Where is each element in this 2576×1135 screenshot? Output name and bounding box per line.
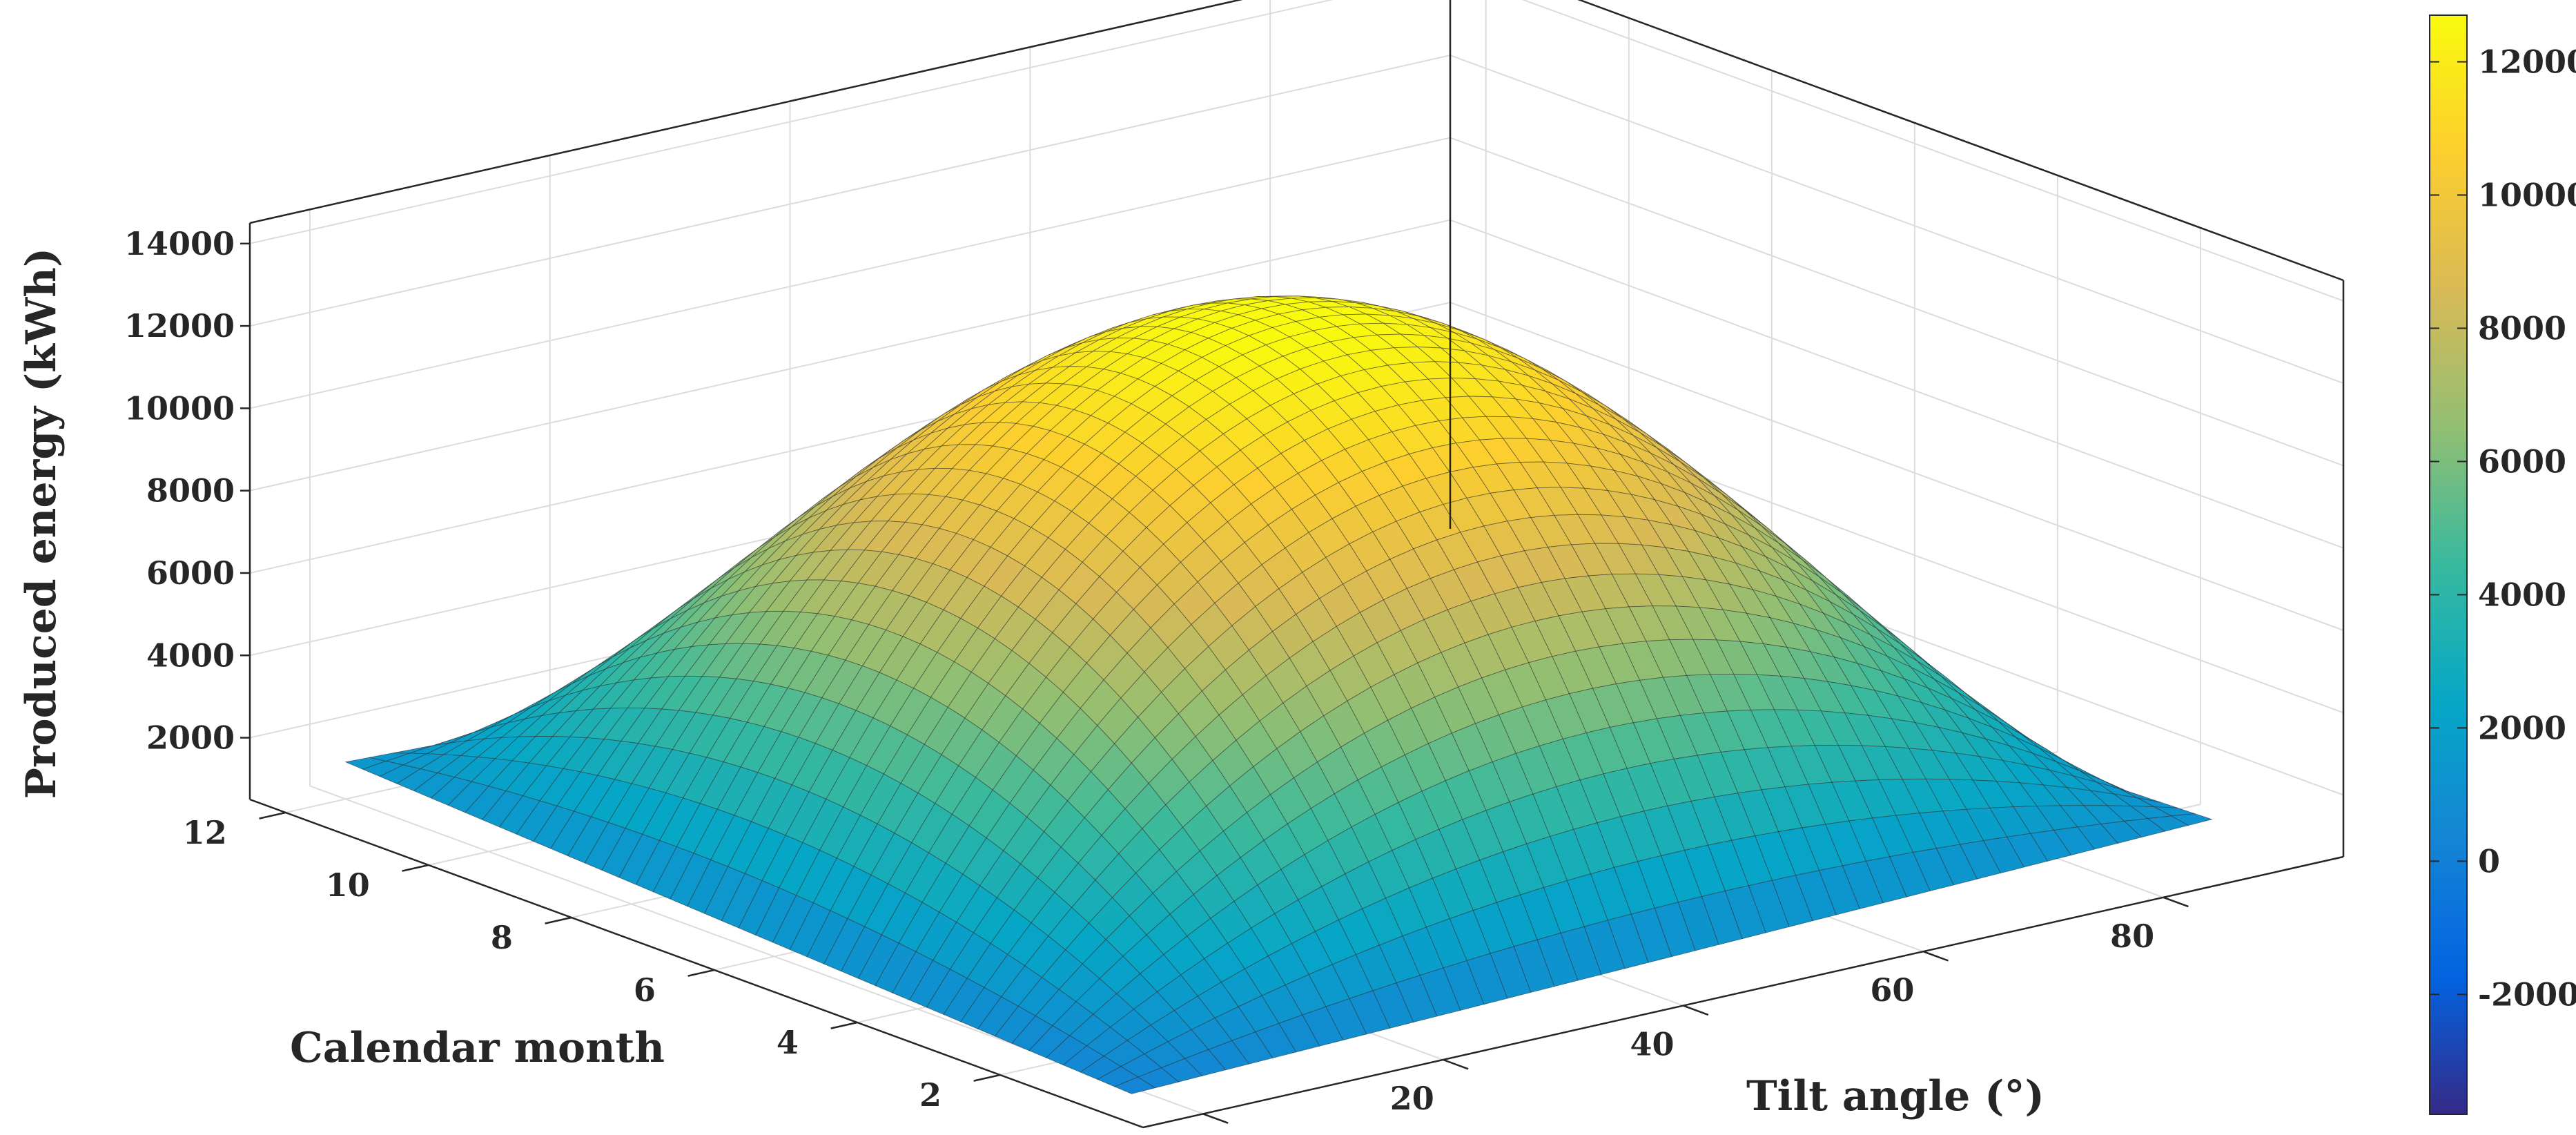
y-tick-label: 6 <box>634 971 656 1009</box>
colorbar-tick-label: 12000 <box>2478 43 2576 81</box>
axis-box-edge <box>249 798 1144 1129</box>
colorbar: 12000 10000 8000 6000 4000 2000 0 -2000 <box>2429 14 2576 1115</box>
axis-box-edge <box>1577 0 2344 282</box>
colorbar-tick-label: 4000 <box>2478 576 2566 613</box>
axis-box-edge <box>249 0 1243 224</box>
surface-plot <box>344 295 2214 1094</box>
grid-line <box>249 0 2344 302</box>
y-tick-label: 8 <box>491 919 513 956</box>
y-axis-label: Calendar month <box>290 1024 665 1072</box>
x-tick <box>1202 1113 1229 1124</box>
z-tick-label: 10000 <box>124 389 235 427</box>
y-tick-label: 2 <box>919 1076 941 1114</box>
x-tick <box>1922 951 1949 962</box>
y-tick <box>973 1074 1001 1082</box>
y-tick-label: 10 <box>326 866 370 904</box>
x-tick <box>1683 1005 1709 1016</box>
x-tick <box>2163 896 2189 908</box>
y-tick <box>830 1021 858 1029</box>
colorbar-tick-label: 10000 <box>2478 177 2576 214</box>
z-tick-label: 4000 <box>146 637 235 674</box>
z-tick-label: 14000 <box>124 225 235 262</box>
y-tick-label: 12 <box>183 814 227 851</box>
surface-patch <box>1113 1076 1156 1094</box>
colorbar-tick-label: 0 <box>2478 842 2500 880</box>
colorbar-tick-label: -2000 <box>2478 976 2576 1013</box>
z-tick-label: 12000 <box>124 307 235 345</box>
axis-box-edge <box>1142 855 2344 1129</box>
x-axis-label: Tilt angle (°) <box>1746 1072 2045 1121</box>
x-tick-label: 80 <box>2110 918 2154 955</box>
x-tick-label: 60 <box>1870 971 1914 1009</box>
x-tick-label: 40 <box>1630 1026 1675 1063</box>
axes: 0 20 40 60 80 2 4 6 8 10 12 2000 4000 6000 8000 10000 12… <box>124 0 2345 1135</box>
y-tick <box>402 864 429 872</box>
y-tick <box>545 916 572 924</box>
colorbar-tick-label: 6000 <box>2478 443 2566 480</box>
y-tick-label: 4 <box>777 1024 799 1061</box>
z-tick-label: 2000 <box>146 719 235 757</box>
z-tick-label: 8000 <box>146 472 235 510</box>
y-tick <box>687 969 715 977</box>
z-tick-label: 6000 <box>146 554 235 592</box>
z-axis-label: Produced energy (kWh) <box>17 248 66 799</box>
y-tick <box>259 811 286 819</box>
colorbar-tick-label: 8000 <box>2478 309 2566 347</box>
colorbar-tick-label: 2000 <box>2478 709 2566 746</box>
x-tick-label: 0 <box>1161 1134 1183 1135</box>
x-tick <box>1443 1058 1469 1070</box>
x-tick-label: 20 <box>1390 1080 1434 1117</box>
colorbar-gradient <box>2429 14 2468 1115</box>
